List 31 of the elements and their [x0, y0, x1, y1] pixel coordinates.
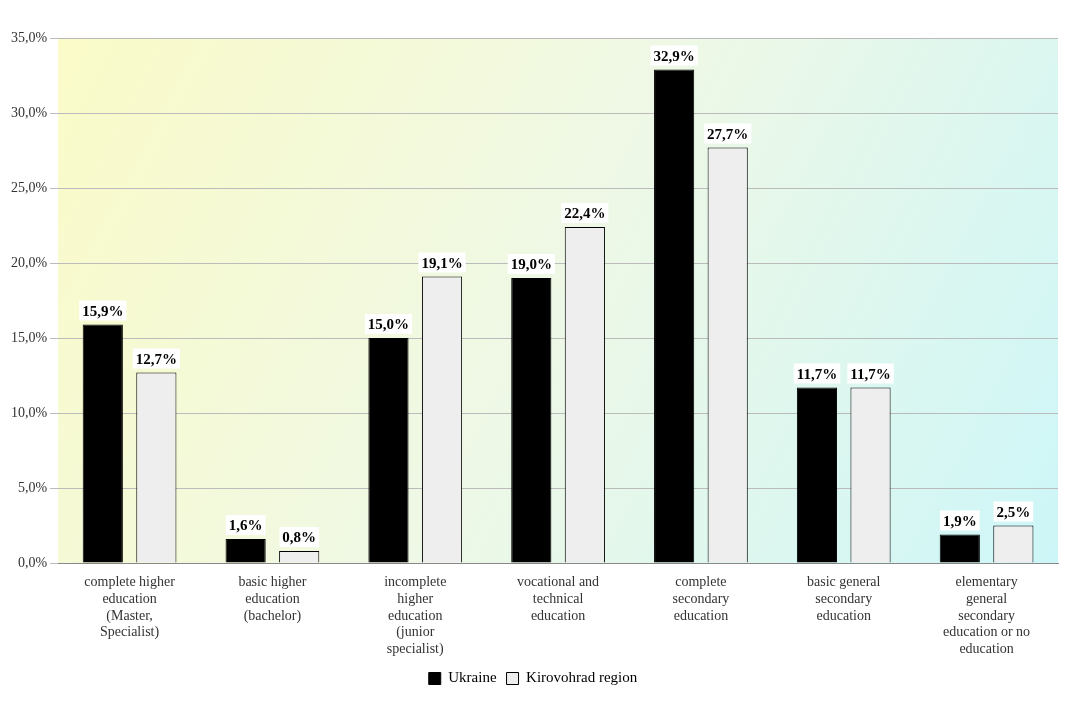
y-tick-label: 35,0% — [10, 29, 48, 45]
x-tick-label: basic higher education (bachelor) — [238, 574, 307, 624]
x-tick-label: elementary general secondary education or no education — [943, 574, 1031, 657]
data-label: 15,0% — [367, 316, 410, 333]
x-tick-label: incomplete higher education (junior specialist) — [384, 574, 447, 658]
y-tick-label: 15,0% — [10, 329, 48, 345]
data-label: 22,4% — [564, 205, 606, 222]
data-label: 27,7% — [707, 125, 749, 142]
x-tick-label: complete higher education (Master, Specialist) — [84, 574, 176, 641]
data-label: 0,8% — [282, 529, 317, 546]
data-label: 19,0% — [510, 256, 552, 273]
y-tick-label: 10,0% — [10, 404, 48, 420]
y-tick-label: 25,0% — [10, 179, 48, 195]
x-tick-label: vocational and technical education — [517, 574, 600, 623]
y-tick-label: 0,0% — [17, 554, 48, 570]
data-label: 12,7% — [135, 350, 177, 367]
data-label: 15,9% — [82, 302, 124, 319]
y-tick-label: 5,0% — [17, 479, 48, 495]
legend-label: Ukraine — [448, 669, 497, 686]
legend-label: Kirovohrad region — [526, 669, 638, 686]
x-tick-label: complete secondary education — [672, 574, 730, 623]
data-label: 11,7% — [850, 365, 891, 382]
y-tick-label: 20,0% — [10, 254, 48, 270]
data-label: 32,9% — [653, 47, 695, 64]
data-label: 1,9% — [942, 512, 977, 529]
data-label: 19,1% — [421, 254, 463, 271]
data-label: 1,6% — [228, 517, 263, 534]
data-label: 2,5% — [996, 503, 1031, 520]
x-tick-label: basic general secondary education — [807, 574, 881, 623]
data-label: 11,7% — [796, 365, 838, 382]
y-tick-label: 30,0% — [10, 104, 48, 120]
